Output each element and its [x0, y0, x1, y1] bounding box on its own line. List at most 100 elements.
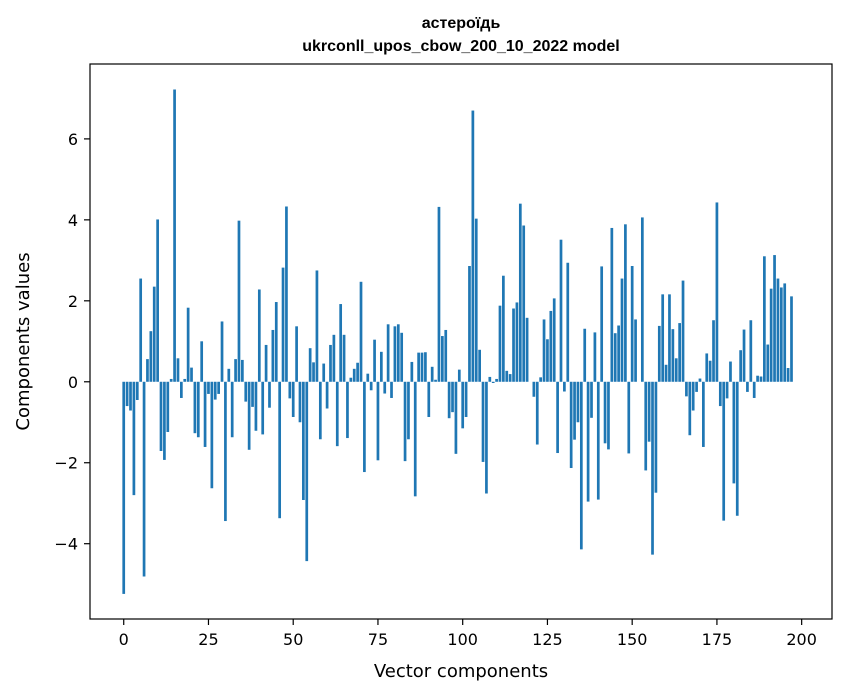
bar — [322, 363, 326, 382]
bar — [786, 368, 790, 382]
bar — [498, 305, 502, 382]
bar — [183, 378, 187, 382]
bar — [566, 262, 570, 382]
bar — [746, 381, 749, 392]
bar — [668, 294, 671, 382]
bar — [471, 110, 475, 382]
bar — [424, 352, 427, 382]
bar — [603, 381, 607, 444]
bar — [474, 218, 478, 382]
x-axis: 0 25 50 75 100 125 150 175 200 — [119, 619, 817, 649]
bar — [756, 375, 759, 382]
bar — [332, 334, 336, 382]
bar — [379, 351, 383, 382]
bar — [346, 381, 349, 439]
x-tick-label: 150 — [617, 630, 648, 649]
bar — [495, 378, 498, 382]
bar — [349, 377, 353, 382]
bar — [542, 319, 546, 382]
plot-frame — [89, 63, 833, 620]
bar — [447, 381, 451, 419]
bar — [356, 362, 359, 382]
bar — [274, 302, 278, 382]
bar — [393, 326, 397, 382]
x-tick-label: 200 — [786, 630, 817, 649]
bar — [122, 381, 126, 594]
bar — [613, 333, 617, 382]
bar — [478, 349, 481, 382]
bar — [708, 360, 712, 382]
bar — [234, 359, 237, 382]
bar — [135, 381, 139, 400]
bar — [664, 364, 668, 382]
bar — [149, 331, 153, 382]
bar — [535, 381, 539, 445]
bar — [657, 325, 661, 382]
bar — [702, 381, 705, 447]
bar — [315, 270, 319, 382]
bar — [430, 366, 434, 382]
bar — [173, 89, 176, 382]
bar — [576, 381, 580, 423]
bar — [196, 381, 200, 438]
bar — [461, 381, 465, 429]
bar — [159, 381, 163, 451]
bar — [342, 334, 346, 382]
bar — [217, 381, 220, 394]
bar — [247, 381, 251, 450]
bar — [457, 369, 461, 382]
bar — [725, 381, 729, 399]
bar — [552, 298, 556, 382]
bar — [359, 281, 363, 382]
bar — [783, 283, 787, 382]
bar — [586, 381, 590, 502]
bar — [468, 266, 471, 382]
bar — [298, 381, 302, 423]
bar — [383, 381, 387, 394]
bar — [454, 381, 458, 454]
bar — [203, 381, 207, 447]
bar — [180, 381, 183, 398]
bar — [366, 373, 370, 382]
y-tick-label: 2 — [68, 292, 78, 311]
bar — [508, 374, 512, 382]
bar — [373, 339, 376, 382]
bar — [227, 368, 231, 382]
bar — [607, 381, 610, 450]
bar — [600, 266, 604, 382]
bar — [169, 378, 173, 382]
bar — [220, 321, 224, 382]
bar — [176, 358, 180, 382]
bar — [139, 278, 143, 382]
bar — [207, 381, 210, 394]
bar — [437, 206, 441, 382]
bar — [420, 352, 424, 382]
y-tick-label: 6 — [68, 130, 78, 149]
bar — [722, 381, 726, 521]
bar — [539, 377, 543, 382]
bar — [295, 326, 298, 382]
bar — [403, 381, 407, 462]
bar — [410, 361, 414, 382]
bar — [644, 381, 648, 471]
chart-subtitle: ukrconll_upos_cbow_200_10_2022 model — [302, 38, 619, 55]
bar — [596, 381, 600, 500]
bar — [407, 381, 410, 440]
bar — [132, 381, 136, 496]
bar — [481, 381, 485, 462]
bar — [488, 376, 492, 382]
bar — [563, 381, 566, 392]
bar — [505, 370, 509, 382]
bar — [434, 379, 437, 382]
bar — [441, 336, 444, 382]
bar — [749, 320, 753, 382]
bar — [278, 381, 282, 519]
bar — [779, 287, 783, 382]
y-tick-label: −2 — [54, 454, 78, 473]
bar — [688, 381, 692, 436]
bar — [610, 227, 614, 382]
bar — [288, 381, 292, 399]
bar — [674, 358, 678, 382]
bar — [390, 381, 393, 398]
bar — [732, 381, 736, 484]
